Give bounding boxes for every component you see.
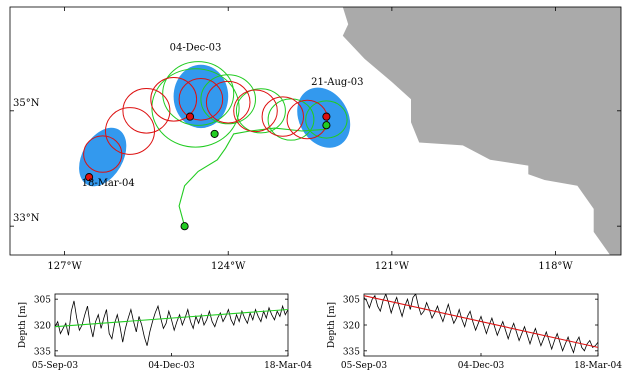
map-xtick-label-3: 118°W bbox=[538, 261, 573, 272]
ts2-ytick-label-0: 305 bbox=[343, 296, 360, 306]
ts2-ticks: 305 320 335 05-Sep-03 04-Dec-03 18-Mar-04 bbox=[341, 296, 622, 371]
green-track-layer bbox=[151, 61, 348, 227]
map-xtick-label-0: 127°W bbox=[47, 261, 82, 272]
red-circle-4 bbox=[178, 78, 224, 121]
map-ticks: 127°W 124°W 121°W 118°W 35°N 33°N bbox=[10, 7, 621, 272]
red-circle-5 bbox=[205, 80, 251, 124]
ts1-ylabel: Depth [m] bbox=[18, 302, 28, 348]
ts1-frame bbox=[54, 293, 289, 357]
red-circle-7 bbox=[261, 96, 304, 137]
green-circle-2 bbox=[200, 74, 256, 125]
land-layer bbox=[342, 7, 621, 255]
ts1-trend-line bbox=[55, 308, 288, 328]
ts1-ytick-label-2: 335 bbox=[34, 347, 51, 357]
ts1-ytick-label-1: 320 bbox=[34, 322, 51, 332]
ts2-series bbox=[364, 294, 598, 354]
ts2-xtick-label-0: 05-Sep-03 bbox=[341, 361, 388, 371]
ts2-xtick-label-1: 04-Dec-03 bbox=[458, 361, 505, 371]
red-marker-5 bbox=[85, 173, 94, 182]
date-annotation-0: 04-Dec-03 bbox=[170, 42, 222, 53]
map-ytick-label-1: 33°N bbox=[13, 213, 40, 224]
timeseries-right: 305 320 335 05-Sep-03 04-Dec-03 18-Mar-04 Dep… bbox=[327, 293, 622, 371]
markers-layer bbox=[85, 112, 331, 231]
red-circles-layer bbox=[83, 77, 328, 173]
green-circle-3 bbox=[235, 88, 286, 134]
date-annotation-2: 18-Mar-04 bbox=[82, 178, 135, 189]
ts1-ytick-label-0: 305 bbox=[34, 296, 51, 306]
filled-ellipse-2 bbox=[79, 127, 127, 187]
map-xtick-label-2: 121°W bbox=[375, 261, 410, 272]
red-circle-1 bbox=[105, 107, 155, 155]
green-circle-5 bbox=[305, 100, 348, 139]
red-circle-0 bbox=[83, 135, 123, 173]
red-circle-2 bbox=[122, 88, 171, 134]
red-circle-6 bbox=[233, 89, 278, 133]
ts2-trend-line bbox=[364, 295, 598, 348]
ts1-xtick-label-2: 18-Mar-04 bbox=[264, 361, 312, 371]
map-annotations: 04-Dec-03 21-Aug-03 18-Mar-04 bbox=[82, 42, 364, 189]
ts2-ylabel: Depth [m] bbox=[327, 302, 337, 348]
green-circle-0 bbox=[162, 61, 235, 126]
map-panel: 127°W 124°W 121°W 118°W 35°N 33°N 04-Dec-03 21… bbox=[9, 6, 622, 272]
red-marker-3 bbox=[185, 112, 195, 121]
land-polygon bbox=[342, 7, 621, 255]
green-marker-1 bbox=[210, 129, 219, 138]
ts1-xtick-label-1: 04-Dec-03 bbox=[148, 361, 195, 371]
green-track bbox=[178, 127, 327, 227]
red-circle-3 bbox=[150, 77, 198, 122]
ts2-ytick-label-1: 320 bbox=[343, 322, 360, 332]
map-xtick-label-1: 124°W bbox=[211, 261, 246, 272]
ts1-ticks: 305 320 335 05-Sep-03 04-Dec-03 18-Mar-04 bbox=[32, 296, 312, 371]
map-ytick-label-0: 35°N bbox=[13, 98, 40, 109]
green-marker-2 bbox=[322, 121, 331, 130]
ts1-depth-line bbox=[55, 300, 288, 346]
date-annotation-1: 21-Aug-03 bbox=[311, 77, 363, 88]
ts1-xtick-label-0: 05-Sep-03 bbox=[32, 361, 79, 371]
ts2-ytick-label-2: 335 bbox=[343, 347, 360, 357]
ts1-series bbox=[55, 300, 288, 346]
green-circle-1 bbox=[151, 68, 240, 148]
red-marker-4 bbox=[322, 112, 331, 121]
ts2-xtick-label-2: 18-Mar-04 bbox=[574, 361, 622, 371]
timeseries-left: 305 320 335 05-Sep-03 04-Dec-03 18-Mar-04 Dep… bbox=[18, 293, 312, 371]
map-frame bbox=[9, 6, 622, 256]
green-marker-0 bbox=[180, 222, 189, 231]
